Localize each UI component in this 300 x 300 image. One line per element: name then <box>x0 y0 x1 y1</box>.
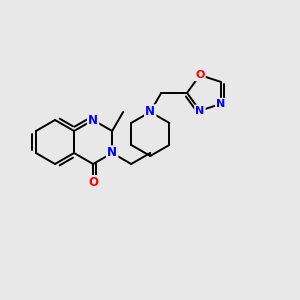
Text: N: N <box>195 106 205 116</box>
Text: N: N <box>145 105 155 119</box>
Text: O: O <box>195 70 205 80</box>
Text: N: N <box>107 146 117 160</box>
Text: N: N <box>88 113 98 127</box>
Text: N: N <box>216 99 226 109</box>
Text: O: O <box>88 176 98 189</box>
